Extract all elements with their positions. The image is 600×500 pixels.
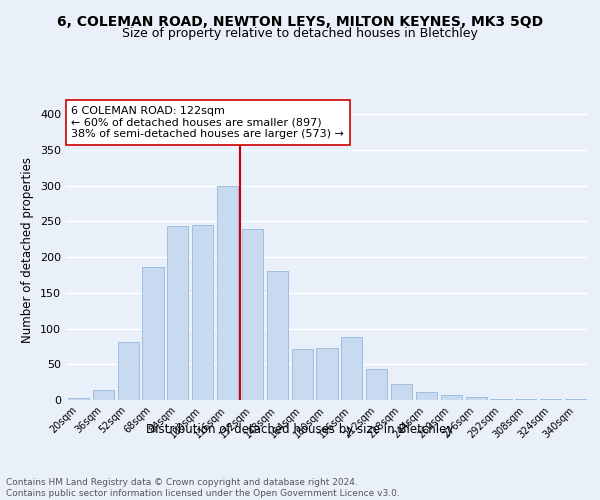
- Bar: [565, 398, 586, 400]
- Bar: [93, 390, 114, 400]
- Bar: [490, 398, 512, 400]
- Bar: [267, 270, 288, 400]
- Bar: [416, 392, 437, 400]
- Text: 6, COLEMAN ROAD, NEWTON LEYS, MILTON KEYNES, MK3 5QD: 6, COLEMAN ROAD, NEWTON LEYS, MILTON KEY…: [57, 15, 543, 29]
- Text: Size of property relative to detached houses in Bletchley: Size of property relative to detached ho…: [122, 28, 478, 40]
- Bar: [142, 267, 164, 400]
- Y-axis label: Number of detached properties: Number of detached properties: [22, 157, 34, 343]
- Bar: [366, 368, 387, 400]
- Bar: [217, 186, 238, 400]
- Bar: [68, 398, 89, 400]
- Bar: [441, 395, 462, 400]
- Bar: [316, 348, 338, 400]
- Bar: [466, 397, 487, 400]
- Bar: [192, 225, 213, 400]
- Text: 6 COLEMAN ROAD: 122sqm
← 60% of detached houses are smaller (897)
38% of semi-de: 6 COLEMAN ROAD: 122sqm ← 60% of detached…: [71, 106, 344, 139]
- Bar: [242, 228, 263, 400]
- Bar: [118, 342, 139, 400]
- Text: Distribution of detached houses by size in Bletchley: Distribution of detached houses by size …: [146, 422, 454, 436]
- Text: Contains HM Land Registry data © Crown copyright and database right 2024.
Contai: Contains HM Land Registry data © Crown c…: [6, 478, 400, 498]
- Bar: [167, 226, 188, 400]
- Bar: [341, 337, 362, 400]
- Bar: [391, 384, 412, 400]
- Bar: [292, 350, 313, 400]
